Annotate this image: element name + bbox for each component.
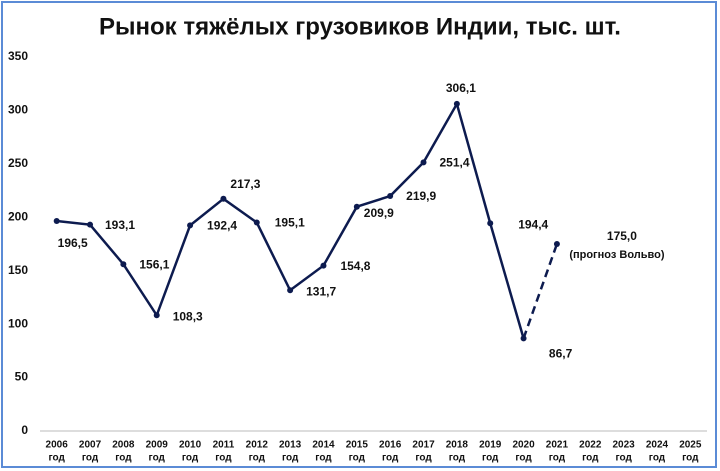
x-tick-label: 2021 [546,440,569,451]
data-label: 196,5 [58,236,88,250]
x-tick-label: 2019 [479,440,502,451]
x-tick-label: 2006 [46,440,69,451]
x-tick-unit: год [549,453,566,464]
data-label: 131,7 [306,284,336,298]
x-tick-label: 2025 [679,440,702,451]
point [387,193,394,200]
y-tick-label: 350 [8,49,28,63]
data-label: 156,1 [139,257,169,271]
x-tick-unit: год [82,453,99,464]
x-tick-label: 2018 [446,440,469,451]
data-label: 192,4 [207,219,237,233]
point [353,203,360,210]
data-label: 108,3 [173,309,203,323]
point [187,222,194,229]
x-tick-label: 2024 [646,440,669,451]
x-tick-unit: год [615,453,632,464]
x-tick-label: 2013 [279,440,302,451]
x-tick-label: 2008 [112,440,135,451]
data-label: 219,9 [406,189,436,203]
chart-title: Рынок тяжёлых грузовиков Индии, тыс. шт. [99,13,621,40]
point [87,221,94,228]
point [287,287,294,294]
y-tick-label: 0 [21,423,28,437]
point [553,241,560,247]
data-label: 86,7 [549,347,573,361]
data-label: 193,1 [105,218,135,232]
data-label: 195,1 [275,216,305,230]
data-label: 175,0 [607,229,637,243]
x-tick-label: 2007 [79,440,102,451]
x-tick-label: 2023 [613,440,636,451]
x-tick-unit: год [682,453,699,464]
point [220,195,227,202]
point [153,312,160,319]
x-tick-unit: год [415,453,432,464]
point [53,218,60,225]
point [520,335,527,342]
point [320,262,327,269]
x-tick-unit: год [649,453,666,464]
x-tick-label: 2022 [579,440,602,451]
y-tick-label: 50 [15,370,29,384]
data-label: 217,3 [230,177,260,191]
x-tick-label: 2017 [412,440,435,451]
x-tick-label: 2014 [312,440,335,451]
y-tick-label: 100 [8,316,28,330]
x-tick-label: 2020 [512,440,535,451]
point [253,219,260,226]
x-tick-unit: год [582,453,599,464]
x-tick-unit: год [382,453,399,464]
point [120,261,127,268]
point [420,159,427,166]
annotation: (прогноз Вольво) [569,249,665,261]
x-tick-unit: год [482,453,499,464]
y-tick-label: 150 [8,263,28,277]
x-tick-label: 2016 [379,440,402,451]
x-tick-label: 2015 [346,440,369,451]
data-label: 154,8 [340,259,370,273]
data-label: 306,1 [446,81,476,95]
x-tick-label: 2011 [213,440,235,451]
x-tick-unit: год [48,453,65,464]
x-tick-unit: год [115,453,132,464]
x-tick-label: 2010 [179,440,202,451]
point [487,220,494,227]
y-tick-label: 300 [8,103,28,117]
point [453,100,460,107]
y-tick-label: 250 [8,156,28,170]
forecast-line [522,243,559,339]
x-tick-unit: год [215,453,232,464]
x-tick-unit: год [149,453,166,464]
data-label: 194,4 [518,217,548,231]
x-tick-label: 2012 [246,440,269,451]
x-tick-unit: год [515,453,532,464]
x-tick-unit: год [249,453,266,464]
x-tick-unit: год [315,453,332,464]
x-tick-unit: год [449,453,466,464]
data-label: 209,9 [364,206,394,220]
x-tick-label: 2009 [146,440,169,451]
y-tick-label: 200 [8,209,28,223]
data-label: 251,4 [440,156,470,170]
x-tick-unit: год [349,453,366,464]
x-tick-unit: год [282,453,299,464]
x-tick-unit: год [182,453,199,464]
